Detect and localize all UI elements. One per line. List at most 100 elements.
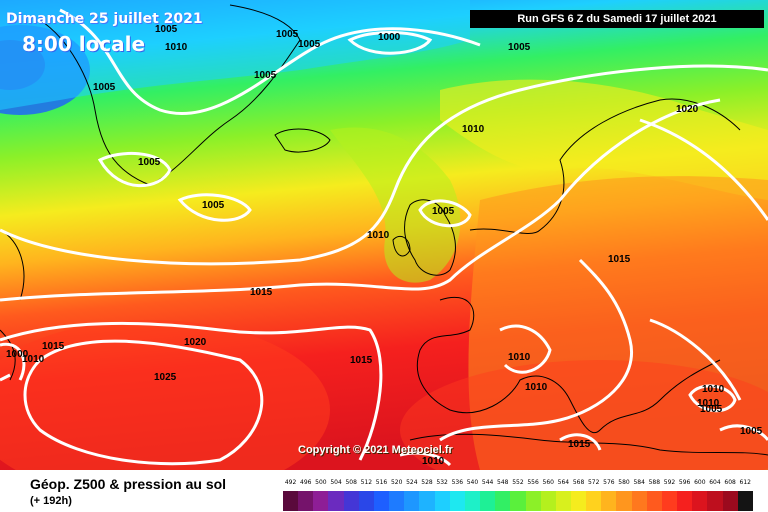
legend-swatch bbox=[646, 491, 662, 511]
isobar-label: 1005 bbox=[508, 42, 531, 53]
legend-tick: 572 bbox=[587, 479, 600, 486]
ireland-coast bbox=[392, 235, 411, 257]
legend-swatch bbox=[555, 491, 571, 511]
legend-tick: 548 bbox=[497, 479, 509, 486]
isobar-label: 1020 bbox=[676, 104, 699, 115]
isobar-label: 1010 bbox=[165, 42, 188, 53]
legend-tick: 512 bbox=[360, 479, 373, 486]
legend-swatch bbox=[283, 491, 299, 511]
isobar-label: 1000 bbox=[6, 349, 29, 360]
legend-swatch bbox=[389, 491, 405, 511]
isobar-line bbox=[177, 193, 252, 222]
legend-tick: 540 bbox=[466, 479, 479, 486]
legend-swatch bbox=[692, 491, 708, 511]
model-run-label: Run GFS 6 Z du Samedi 17 juillet 2021 bbox=[470, 10, 764, 28]
iceland-coast bbox=[274, 128, 331, 153]
isobar-line bbox=[399, 451, 452, 467]
isobar-label: 1005 bbox=[276, 29, 299, 40]
legend-swatch bbox=[495, 491, 511, 511]
map-footer: Géop. Z500 & pression au sol (+ 192h) 49… bbox=[0, 470, 768, 512]
isobar-label: 1005 bbox=[740, 426, 763, 437]
isobar-line bbox=[59, 8, 481, 116]
isobar-label: 1005 bbox=[138, 157, 161, 168]
isobar-line bbox=[719, 424, 768, 442]
legend-swatch bbox=[313, 491, 329, 511]
legend-swatch bbox=[677, 491, 693, 511]
greenland-coast bbox=[39, 4, 301, 186]
copyright-notice: Copyright © 2021 Meteociel.fr bbox=[298, 444, 453, 456]
legend-swatch bbox=[419, 491, 435, 511]
high-atlantic bbox=[0, 320, 330, 470]
isobar-label: 1000 bbox=[378, 32, 401, 43]
trough-uk bbox=[330, 127, 461, 283]
legend-tick: 576 bbox=[603, 479, 615, 486]
isobar-line bbox=[97, 151, 172, 188]
legend-swatch bbox=[707, 491, 723, 511]
legend-tick: 604 bbox=[709, 479, 721, 486]
isobar-line bbox=[439, 258, 633, 442]
isobar-label: 1005 bbox=[700, 404, 723, 415]
legend-swatch bbox=[434, 491, 450, 511]
isobar-label: 1020 bbox=[184, 337, 207, 348]
forecast-time: 8:00 locale bbox=[22, 32, 146, 56]
legend-tick: 508 bbox=[345, 479, 357, 486]
legend-swatch bbox=[404, 491, 420, 511]
isobar-label: 1005 bbox=[155, 24, 178, 35]
legend-tick: 516 bbox=[375, 479, 388, 486]
isobars bbox=[0, 8, 768, 467]
legend-tick: 552 bbox=[512, 479, 524, 486]
legend-swatch bbox=[328, 491, 344, 511]
isobar-label: 1010 bbox=[462, 124, 485, 135]
isobar-line bbox=[0, 64, 768, 266]
legend-swatch bbox=[631, 491, 647, 511]
legend-swatch bbox=[343, 491, 359, 511]
legend-tick: 592 bbox=[663, 479, 676, 486]
map-title: Géop. Z500 & pression au sol bbox=[30, 476, 227, 492]
legend-tick: 524 bbox=[406, 479, 418, 486]
isobar-label: 1010 bbox=[525, 382, 548, 393]
legend-swatch bbox=[525, 491, 541, 511]
legend-tick: 560 bbox=[542, 479, 554, 486]
legend-color-bar bbox=[283, 491, 753, 511]
geopotential-map: 1005 1005 1010 1005 1005 1000 1005 1005 … bbox=[0, 0, 768, 470]
isobar-line bbox=[418, 199, 472, 228]
forecast-lead-time: (+ 192h) bbox=[30, 495, 72, 507]
color-legend: 492 496 500 504 508 512 516 520 524 528 532 536 540 5… bbox=[283, 478, 753, 511]
isobar-label: 1010 bbox=[422, 456, 445, 467]
isobar-line bbox=[347, 31, 433, 55]
legend-swatch bbox=[298, 491, 314, 511]
legend-tick: 580 bbox=[618, 479, 630, 486]
isobar-label: 1025 bbox=[154, 372, 177, 383]
isobar-line bbox=[23, 339, 264, 466]
legend-swatch bbox=[601, 491, 617, 511]
legend-tick: 496 bbox=[300, 479, 312, 486]
warm-central-europe bbox=[468, 176, 768, 470]
legend-tick: 568 bbox=[572, 479, 585, 486]
legend-tick: 612 bbox=[739, 479, 751, 486]
legend-tick: 608 bbox=[724, 479, 736, 486]
legend-swatch bbox=[540, 491, 556, 511]
legend-swatch bbox=[510, 491, 526, 511]
legend-swatch bbox=[358, 491, 374, 511]
isobar-line bbox=[639, 118, 768, 401]
britain-coast bbox=[404, 199, 456, 276]
legend-swatch bbox=[737, 491, 753, 511]
legend-tick: 520 bbox=[390, 479, 403, 486]
warm-mediterranean bbox=[400, 360, 768, 470]
legend-swatch bbox=[373, 491, 390, 511]
isobar-label: 1010 bbox=[22, 354, 45, 365]
isobar-label: 1005 bbox=[432, 206, 455, 217]
legend-swatch bbox=[464, 491, 481, 511]
legend-swatch bbox=[722, 491, 738, 511]
legend-tick: 588 bbox=[648, 479, 661, 486]
legend-swatch bbox=[616, 491, 632, 511]
legend-tick: 492 bbox=[284, 479, 297, 486]
isobar-line bbox=[559, 433, 602, 451]
isobar-line bbox=[0, 321, 383, 461]
isobar-line bbox=[499, 324, 552, 374]
isobar-label: 1005 bbox=[298, 39, 321, 50]
legend-tick: 564 bbox=[557, 479, 570, 486]
isobar-label: 1015 bbox=[350, 355, 373, 366]
isobar-label: 1010 bbox=[697, 398, 720, 409]
